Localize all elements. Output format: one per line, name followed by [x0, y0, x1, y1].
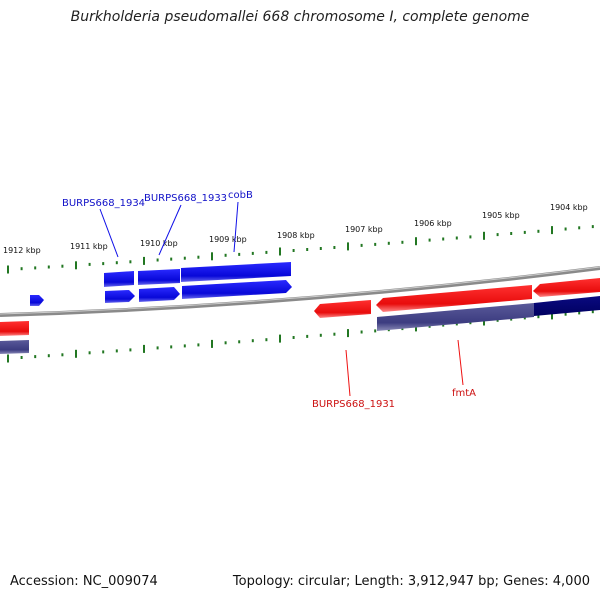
backbone-highlight [0, 266, 600, 315]
cds-feature[interactable] [534, 296, 600, 316]
label-leader-line [99, 208, 119, 258]
gene-label-burps668-1934[interactable]: BURPS668_1934 [62, 198, 145, 209]
tick-label: 1910 kbp [140, 239, 178, 248]
tick-label: 1911 kbp [70, 242, 108, 251]
label-leader-line [345, 349, 351, 397]
tick-label: 1904 kbp [550, 203, 588, 212]
backbone-track [0, 266, 600, 317]
gene-feature-reverse[interactable] [376, 285, 532, 312]
gene-feature-forward[interactable] [104, 271, 134, 287]
map-title: Burkholderia pseudomallei 668 chromosome… [70, 9, 530, 25]
accession-label: Accession: NC_009074 [10, 574, 158, 589]
label-leader-line [457, 339, 464, 386]
gene-feature-forward[interactable] [138, 269, 180, 285]
tick-label: 1906 kbp [414, 219, 452, 228]
tick-label: 1908 kbp [277, 231, 315, 240]
gene-feature-forward[interactable] [30, 295, 44, 306]
cds-feature[interactable] [377, 303, 534, 331]
tick-label: 1909 kbp [209, 235, 247, 244]
gene-feature-reverse[interactable] [314, 300, 371, 318]
gene-feature-forward[interactable] [105, 290, 135, 303]
gene-feature-reverse[interactable] [0, 321, 29, 336]
gene-label-fmta[interactable]: fmtA [452, 388, 476, 399]
topology-summary: Topology: circular; Length: 3,912,947 bp… [232, 574, 590, 589]
gene-feature-reverse[interactable] [533, 278, 600, 297]
tick-label: 1905 kbp [482, 211, 520, 220]
cds-feature[interactable] [0, 340, 29, 354]
upper-tick-row [7, 225, 594, 274]
tick-label: 1907 kbp [345, 225, 383, 234]
label-leader-line [158, 204, 182, 256]
gene-feature-forward[interactable] [182, 280, 292, 299]
tick-label: 1912 kbp [3, 246, 41, 255]
label-leader-line [233, 201, 239, 253]
gene-label-burps668-1931[interactable]: BURPS668_1931 [312, 399, 395, 410]
gene-label-cobb[interactable]: cobB [228, 190, 253, 201]
gene-feature-forward[interactable] [181, 262, 291, 282]
gene-label-burps668-1933[interactable]: BURPS668_1933 [144, 193, 227, 204]
gene-feature-forward[interactable] [139, 287, 180, 302]
